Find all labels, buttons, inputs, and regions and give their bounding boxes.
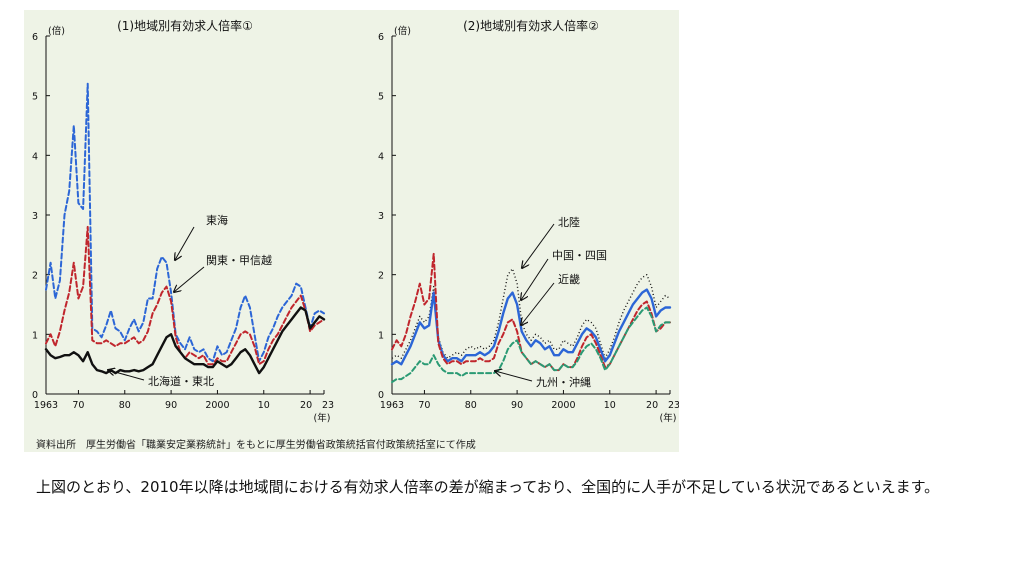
x-tick-label: 2000	[551, 400, 575, 411]
x-tick-label: 20	[300, 400, 312, 411]
x-tick-label: 1963	[380, 400, 404, 411]
x-tick-label: 80	[465, 400, 477, 411]
annotation-label: 東海	[206, 213, 228, 227]
source-note: 資料出所 厚生労働省「職業安定業務統計」をもとに厚生労働省政策統括官付政策統括室…	[36, 440, 476, 451]
x-tick-label: 1963	[34, 400, 58, 411]
y-tick-label: 4	[32, 151, 38, 162]
annotation-arrow	[174, 266, 205, 292]
annotation-label: 九州・沖縄	[536, 375, 591, 389]
annotation-label: 近畿	[558, 272, 580, 286]
x-tick-label: 2000	[205, 400, 229, 411]
series-line	[45, 82, 325, 363]
annotation-label: 北海道・東北	[148, 374, 214, 388]
x-tick-label: 23	[322, 400, 334, 411]
y-tick-label: 2	[32, 271, 38, 282]
chart-title: (1)地域別有効求人倍率①	[117, 18, 253, 33]
y-tick-label: 4	[378, 151, 384, 162]
annotation-arrow	[521, 258, 549, 300]
x-tick-label: 10	[604, 400, 616, 411]
y-tick-label: 1	[378, 330, 384, 341]
y-tick-label: 3	[378, 211, 384, 222]
annotation-arrow	[522, 223, 555, 268]
y-tick-label: 0	[378, 390, 384, 401]
series-line	[391, 306, 671, 384]
chart-title: (2)地域別有効求人倍率②	[463, 18, 599, 33]
chart-figure: (1)地域別有効求人倍率① (倍) 0 1 2 3 4 5 6 1963 70 80 90 2000 10 2…	[24, 10, 679, 452]
y-tick-label: 5	[32, 92, 38, 103]
x-tick-label: 90	[165, 400, 177, 411]
x-tick-label: 80	[119, 400, 131, 411]
y-tick-label: 0	[32, 390, 38, 401]
y-tick-label: 3	[32, 211, 38, 222]
x-tick-label: 70	[418, 400, 430, 411]
y-tick-label: 5	[378, 92, 384, 103]
annotation-arrow	[495, 371, 533, 382]
annotation-arrow	[521, 282, 555, 325]
x-tick-label: 90	[511, 400, 523, 411]
y-tick-label: 6	[378, 32, 384, 43]
annotation-arrow	[108, 370, 145, 381]
series-line	[44, 306, 326, 375]
x-tick-label: 23	[668, 400, 679, 411]
series-line	[391, 268, 671, 359]
annotation-label: 北陸	[558, 216, 580, 229]
y-tick-label: 6	[32, 32, 38, 43]
annotation-arrow	[175, 226, 195, 260]
y-unit-label: (倍)	[394, 25, 411, 37]
annotation-label: 関東・甲信越	[206, 253, 272, 267]
x-unit-label: (年)	[314, 412, 331, 424]
series-line	[45, 225, 325, 366]
y-tick-label: 1	[32, 330, 38, 341]
annotation-label: 中国・四国	[552, 249, 607, 262]
y-unit-label: (倍)	[48, 25, 65, 37]
caption-text: 上図のとおり、2010年以降は地域間における有効求人倍率の差が縮まっており、全国…	[36, 478, 940, 496]
x-tick-label: 20	[646, 400, 658, 411]
x-unit-label: (年)	[660, 412, 677, 424]
y-tick-label: 2	[378, 271, 384, 282]
x-tick-label: 10	[258, 400, 270, 411]
x-tick-label: 70	[72, 400, 84, 411]
